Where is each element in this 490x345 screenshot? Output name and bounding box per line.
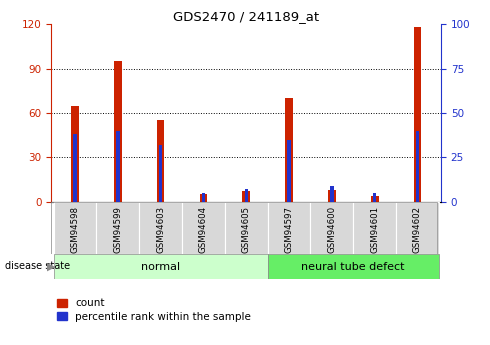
Bar	[396, 202, 439, 254]
Title: GDS2470 / 241189_at: GDS2470 / 241189_at	[173, 10, 319, 23]
Bar	[157, 120, 165, 202]
Bar	[97, 202, 139, 254]
Bar	[285, 98, 293, 202]
Bar	[328, 190, 336, 202]
Bar	[182, 202, 225, 254]
Bar	[371, 196, 378, 202]
Text: GSM94603: GSM94603	[156, 206, 165, 253]
Bar	[199, 195, 207, 202]
Text: GSM94601: GSM94601	[370, 206, 379, 253]
Bar	[202, 193, 205, 202]
Text: GSM94605: GSM94605	[242, 206, 251, 253]
Bar	[116, 131, 120, 202]
Text: GSM94600: GSM94600	[327, 206, 336, 253]
Bar	[330, 186, 334, 202]
Text: ▶: ▶	[47, 262, 55, 271]
Text: GSM94599: GSM94599	[113, 206, 122, 253]
Text: GSM94597: GSM94597	[285, 206, 294, 253]
Text: normal: normal	[141, 262, 180, 272]
Text: GSM94604: GSM94604	[199, 206, 208, 253]
Bar	[287, 140, 291, 202]
Text: GSM94602: GSM94602	[413, 206, 422, 253]
Text: GSM94598: GSM94598	[71, 206, 79, 253]
Bar	[268, 254, 439, 279]
Legend: count, percentile rank within the sample: count, percentile rank within the sample	[57, 298, 251, 322]
Text: neural tube defect: neural tube defect	[301, 262, 405, 272]
Bar	[74, 134, 77, 202]
Bar	[114, 61, 122, 202]
Text: disease state: disease state	[5, 262, 70, 271]
Bar	[159, 145, 162, 202]
Bar	[414, 27, 421, 202]
Bar	[53, 254, 268, 279]
Bar	[245, 189, 248, 202]
Bar	[311, 202, 353, 254]
Bar	[353, 202, 396, 254]
Bar	[71, 106, 79, 202]
Bar	[139, 202, 182, 254]
Bar	[268, 202, 311, 254]
Bar	[225, 202, 268, 254]
Bar	[416, 131, 419, 202]
Bar	[53, 202, 97, 254]
Bar	[243, 191, 250, 202]
Bar	[373, 193, 376, 202]
